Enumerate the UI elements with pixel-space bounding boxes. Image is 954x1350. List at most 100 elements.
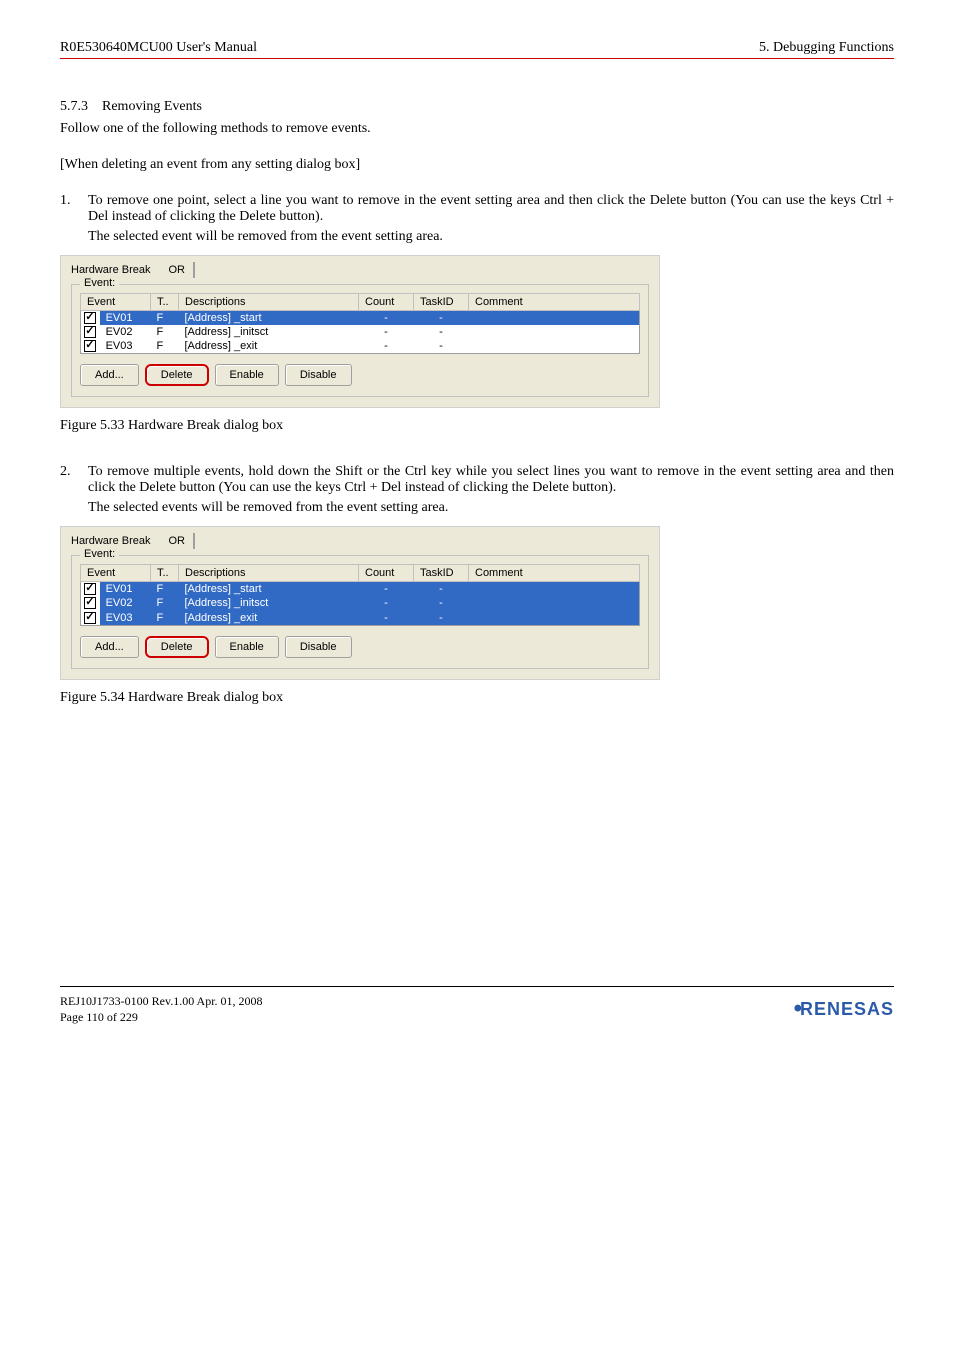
event-desc-cell: [Address] _start (179, 311, 359, 326)
event-name-cell: EV01 (100, 311, 151, 326)
event-comment-cell (469, 582, 640, 597)
dialog1-button-row: Add... Delete Enable Disable (80, 364, 640, 386)
event-taskid-cell: - (414, 311, 469, 326)
event-type-cell: F (151, 610, 179, 625)
event-checkbox-cell[interactable] (81, 339, 100, 354)
renesas-logo: • RENESAS (794, 995, 894, 1023)
table-row[interactable]: EV01F[Address] _start-- (81, 311, 640, 326)
hardware-break-dialog-1: Hardware Break OR Event: Event T.. Descr… (60, 255, 660, 408)
event-count-cell: - (359, 582, 414, 597)
page-footer: REJ10J1733-0100 Rev.1.00 Apr. 01, 2008 P… (60, 986, 894, 1027)
event-checkbox-cell[interactable] (81, 610, 100, 625)
table-row[interactable]: EV01F[Address] _start-- (81, 582, 640, 597)
event-taskid-cell: - (414, 610, 469, 625)
checkbox-icon[interactable] (84, 326, 96, 338)
event-checkbox-cell[interactable] (81, 596, 100, 610)
event-comment-cell (469, 610, 640, 625)
event-type-cell: F (151, 582, 179, 597)
event-desc-cell: [Address] _initsct (179, 596, 359, 610)
dialog2-th-t[interactable]: T.. (151, 565, 179, 582)
event-name-cell: EV03 (100, 610, 151, 625)
dialog1-event-group: Event: Event T.. Descriptions Count Task… (71, 284, 649, 397)
header-right-text: 5. Debugging Functions (759, 40, 894, 56)
subheading: [When deleting an event from any setting… (60, 157, 894, 173)
dialog1-delete-button[interactable]: Delete (145, 364, 209, 386)
dialog1-th-desc[interactable]: Descriptions (179, 294, 359, 311)
event-checkbox-cell[interactable] (81, 325, 100, 339)
hardware-break-dialog-2: Hardware Break OR Event: Event T.. Descr… (60, 526, 660, 679)
checkbox-icon[interactable] (84, 583, 96, 595)
dialog1-title-row: Hardware Break OR (61, 256, 659, 278)
dialog2-th-desc[interactable]: Descriptions (179, 565, 359, 582)
dialog1-event-table: Event T.. Descriptions Count TaskID Comm… (80, 293, 640, 354)
dialog2-th-taskid[interactable]: TaskID (414, 565, 469, 582)
event-checkbox-cell[interactable] (81, 311, 100, 326)
dialog1-or-tab[interactable]: OR (160, 262, 195, 278)
checkbox-icon[interactable] (84, 597, 96, 609)
dialog2-th-event[interactable]: Event (81, 565, 151, 582)
footer-line2: Page 110 of 229 (60, 1009, 263, 1026)
dialog2-delete-button[interactable]: Delete (145, 636, 209, 658)
event-count-cell: - (359, 596, 414, 610)
dialog2-event-group: Event: Event T.. Descriptions Count Task… (71, 555, 649, 668)
step-1-text: To remove one point, select a line you w… (88, 193, 894, 225)
checkbox-icon[interactable] (84, 312, 96, 324)
event-comment-cell (469, 339, 640, 354)
dialog1-th-t[interactable]: T.. (151, 294, 179, 311)
event-type-cell: F (151, 311, 179, 326)
table-row[interactable]: EV02F[Address] _initsct-- (81, 596, 640, 610)
event-checkbox-cell[interactable] (81, 582, 100, 597)
dialog1-add-button[interactable]: Add... (80, 364, 139, 386)
dialog1-group-label: Event: (80, 277, 119, 289)
dialog1-enable-button[interactable]: Enable (215, 364, 279, 386)
dialog2-disable-button[interactable]: Disable (285, 636, 352, 658)
event-type-cell: F (151, 596, 179, 610)
intro-text: Follow one of the following methods to r… (60, 121, 894, 137)
event-comment-cell (469, 325, 640, 339)
event-name-cell: EV01 (100, 582, 151, 597)
dialog2-th-comment[interactable]: Comment (469, 565, 640, 582)
event-desc-cell: [Address] _initsct (179, 325, 359, 339)
dialog2-or-tab[interactable]: OR (160, 533, 195, 549)
dialog1-disable-button[interactable]: Disable (285, 364, 352, 386)
renesas-logo-text: RENESAS (800, 999, 894, 1020)
footer-line1: REJ10J1733-0100 Rev.1.00 Apr. 01, 2008 (60, 993, 263, 1010)
figure-caption-1: Figure 5.33 Hardware Break dialog box (60, 418, 894, 434)
dialog1-th-comment[interactable]: Comment (469, 294, 640, 311)
table-row[interactable]: EV02F[Address] _initsct-- (81, 325, 640, 339)
dialog2-event-table: Event T.. Descriptions Count TaskID Comm… (80, 564, 640, 625)
event-count-cell: - (359, 311, 414, 326)
checkbox-icon[interactable] (84, 340, 96, 352)
checkbox-icon[interactable] (84, 612, 96, 624)
event-name-cell: EV03 (100, 339, 151, 354)
header-left-text: R0E530640MCU00 User's Manual (60, 40, 257, 56)
event-count-cell: - (359, 325, 414, 339)
event-type-cell: F (151, 325, 179, 339)
event-name-cell: EV02 (100, 596, 151, 610)
dialog2-enable-button[interactable]: Enable (215, 636, 279, 658)
dialog2-group-label: Event: (80, 548, 119, 560)
table-row[interactable]: EV03F[Address] _exit-- (81, 610, 640, 625)
dialog2-add-button[interactable]: Add... (80, 636, 139, 658)
dialog2-button-row: Add... Delete Enable Disable (80, 636, 640, 658)
dialog2-table-header: Event T.. Descriptions Count TaskID Comm… (81, 565, 640, 582)
step-1-number: 1. (60, 193, 88, 225)
dialog1-th-count[interactable]: Count (359, 294, 414, 311)
dialog1-th-taskid[interactable]: TaskID (414, 294, 469, 311)
step-2-number: 2. (60, 464, 88, 496)
event-desc-cell: [Address] _start (179, 582, 359, 597)
event-comment-cell (469, 596, 640, 610)
dialog1-th-event[interactable]: Event (81, 294, 151, 311)
table-row[interactable]: EV03F[Address] _exit-- (81, 339, 640, 354)
event-desc-cell: [Address] _exit (179, 610, 359, 625)
step-2: 2. To remove multiple events, hold down … (60, 464, 894, 496)
event-count-cell: - (359, 610, 414, 625)
dialog2-th-count[interactable]: Count (359, 565, 414, 582)
step-1-text2: The selected event will be removed from … (88, 229, 894, 245)
event-taskid-cell: - (414, 596, 469, 610)
event-count-cell: - (359, 339, 414, 354)
event-desc-cell: [Address] _exit (179, 339, 359, 354)
dialog1-title: Hardware Break (71, 264, 150, 276)
dialog2-title-row: Hardware Break OR (61, 527, 659, 549)
section-title: 5.7.3 Removing Events (60, 99, 894, 115)
